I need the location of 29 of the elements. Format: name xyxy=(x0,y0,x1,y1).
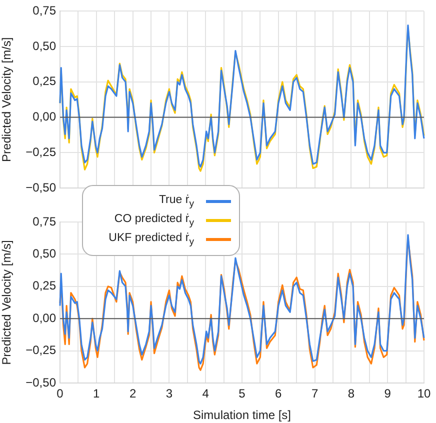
y-tick-label: 0,50 xyxy=(32,246,56,261)
x-tick-label: 1 xyxy=(93,386,100,401)
x-tick-label: 6 xyxy=(275,386,282,401)
y-tick-label: 0,00 xyxy=(32,110,56,124)
y-tick-label: −0,25 xyxy=(26,144,56,159)
legend-label: UKF predicted ṙ$_{y}$ xyxy=(108,232,194,248)
y-tick-label: 0,25 xyxy=(32,74,56,88)
x-axis-title: Simulation time [s] xyxy=(192,408,292,422)
legend-label: True ṙ$_{y}$ xyxy=(158,194,194,210)
y-tick-label: 0,25 xyxy=(32,278,56,293)
y-tick-label: 0,00 xyxy=(32,310,56,325)
y-axis-title: Predicted Velocity [m/s] xyxy=(0,240,14,365)
y-tick-label: 0,50 xyxy=(32,38,56,53)
y-tick-label: −0,25 xyxy=(26,343,56,358)
x-tick-label: 2 xyxy=(129,386,136,401)
y-tick-label: 0,75 xyxy=(32,214,56,228)
y-tick-label: −0,50 xyxy=(26,375,56,390)
x-tick-label: 10 xyxy=(417,386,431,401)
x-tick-label: 7 xyxy=(311,386,318,401)
legend-label: CO predicted ṙ$_{y}$ xyxy=(114,212,194,228)
x-tick-label: 9 xyxy=(384,386,392,401)
x-tick-label: 8 xyxy=(348,386,355,401)
x-tick-label: 0 xyxy=(56,386,64,401)
y-axis-title: Predicted Velocity [m/s] xyxy=(0,37,14,162)
x-tick-label: 4 xyxy=(202,386,210,401)
y-tick-label: −0,50 xyxy=(26,180,56,194)
x-tick-label: 3 xyxy=(166,386,173,401)
y-tick-label: 0,75 xyxy=(32,4,56,18)
x-tick-label: 5 xyxy=(238,386,246,401)
